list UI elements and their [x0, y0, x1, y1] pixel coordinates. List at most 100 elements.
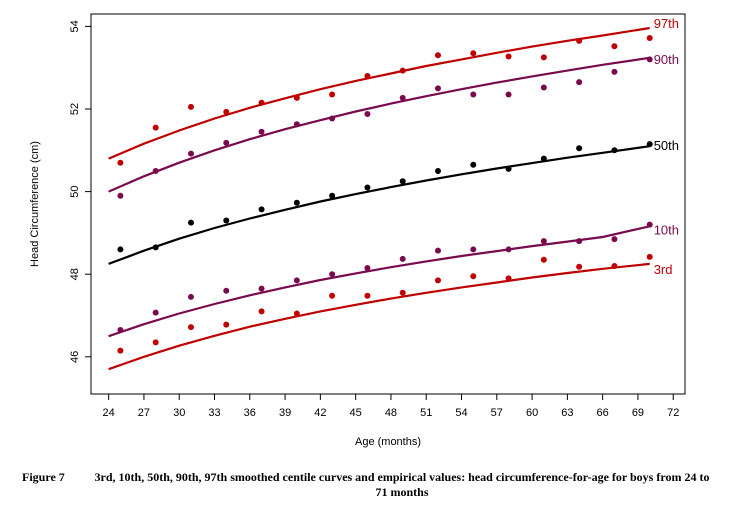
empirical-point	[505, 246, 512, 253]
empirical-point	[540, 54, 547, 61]
series-10th: 10th	[108, 221, 679, 338]
empirical-point	[223, 217, 230, 224]
x-tick-label: 54	[455, 407, 467, 419]
empirical-point	[152, 124, 159, 131]
empirical-point	[646, 221, 653, 228]
y-tick-label: 46	[69, 351, 81, 363]
y-tick-label: 52	[69, 103, 81, 115]
centile-curve-3rd	[108, 262, 650, 371]
empirical-point	[576, 37, 583, 44]
empirical-point	[540, 238, 547, 245]
empirical-point	[505, 275, 512, 282]
empirical-point	[364, 265, 371, 272]
x-tick-label: 24	[103, 407, 115, 419]
empirical-point	[293, 277, 300, 284]
x-tick-label: 63	[561, 407, 573, 419]
empirical-point	[611, 68, 618, 75]
empirical-point	[293, 199, 300, 206]
empirical-point	[611, 262, 618, 269]
x-tick-label: 36	[244, 407, 256, 419]
centile-curve-10th	[108, 225, 650, 338]
x-tick-label: 45	[350, 407, 362, 419]
empirical-point	[540, 84, 547, 91]
empirical-point	[117, 159, 124, 166]
empirical-point	[329, 115, 336, 122]
empirical-point	[258, 99, 265, 106]
empirical-point	[364, 184, 371, 191]
empirical-point	[470, 91, 477, 98]
empirical-point	[329, 271, 336, 278]
empirical-point	[117, 246, 124, 253]
x-tick-label: 48	[385, 407, 397, 419]
centile-curve-97th	[108, 26, 650, 160]
empirical-point	[399, 289, 406, 296]
y-axis: 46 48 50 52 54	[69, 20, 91, 363]
empirical-point	[576, 79, 583, 86]
series-97th: 97th	[108, 16, 679, 166]
caption-text: 3rd, 10th, 50th, 90th, 97th smoothed cen…	[94, 470, 710, 499]
empirical-point	[223, 287, 230, 294]
empirical-point	[258, 308, 265, 315]
empirical-point	[646, 56, 653, 63]
empirical-point	[258, 128, 265, 135]
empirical-point	[434, 247, 441, 254]
series-label-50th: 50th	[654, 138, 679, 153]
series-90th: 90th	[108, 52, 679, 199]
empirical-point	[329, 292, 336, 299]
y-tick-label: 54	[69, 20, 81, 32]
empirical-point	[611, 43, 618, 50]
plot-frame	[90, 13, 686, 395]
empirical-point	[117, 192, 124, 199]
empirical-point	[470, 50, 477, 57]
x-tick-label: 72	[667, 407, 679, 419]
empirical-point	[505, 91, 512, 98]
empirical-point	[540, 155, 547, 162]
empirical-point	[293, 94, 300, 101]
empirical-point	[576, 263, 583, 270]
empirical-point	[223, 139, 230, 146]
x-tick-label: 27	[138, 407, 150, 419]
x-tick-label: 69	[632, 407, 644, 419]
empirical-point	[470, 161, 477, 168]
x-tick-label: 51	[420, 407, 432, 419]
empirical-point	[434, 85, 441, 92]
empirical-point	[576, 238, 583, 245]
empirical-point	[293, 121, 300, 128]
empirical-point	[505, 53, 512, 60]
empirical-point	[399, 94, 406, 101]
empirical-point	[434, 167, 441, 174]
empirical-point	[611, 236, 618, 243]
empirical-point	[117, 326, 124, 333]
centile-curve-90th	[108, 56, 650, 193]
empirical-point	[434, 52, 441, 59]
series-layer: 97th 90th 50th 10th 3rd	[108, 16, 679, 371]
empirical-point	[470, 273, 477, 280]
figure-number: Figure 7	[22, 470, 65, 484]
empirical-point	[505, 165, 512, 172]
empirical-point	[399, 178, 406, 185]
empirical-point	[646, 141, 653, 148]
centile-curve-50th	[108, 145, 650, 265]
empirical-point	[293, 310, 300, 317]
empirical-point	[187, 103, 194, 110]
x-tick-label: 60	[526, 407, 538, 419]
empirical-point	[187, 293, 194, 300]
empirical-point	[434, 277, 441, 284]
empirical-point	[364, 292, 371, 299]
series-label-90th: 90th	[654, 52, 679, 67]
centile-chart: 24 27 30 33 36 39 42 45 48 51 54 57 60 63 66 69 72 46 48 5…	[29, 13, 686, 448]
empirical-point	[646, 253, 653, 260]
empirical-point	[152, 339, 159, 346]
x-tick-label: 42	[314, 407, 326, 419]
empirical-point	[152, 309, 159, 316]
empirical-point	[187, 150, 194, 157]
x-axis-title: Age (months)	[355, 436, 421, 448]
x-tick-label: 66	[597, 407, 609, 419]
empirical-point	[399, 255, 406, 262]
empirical-point	[329, 192, 336, 199]
empirical-point	[258, 285, 265, 292]
empirical-point	[187, 324, 194, 331]
series-label-3rd: 3rd	[654, 262, 673, 277]
empirical-point	[152, 244, 159, 251]
empirical-point	[117, 347, 124, 354]
